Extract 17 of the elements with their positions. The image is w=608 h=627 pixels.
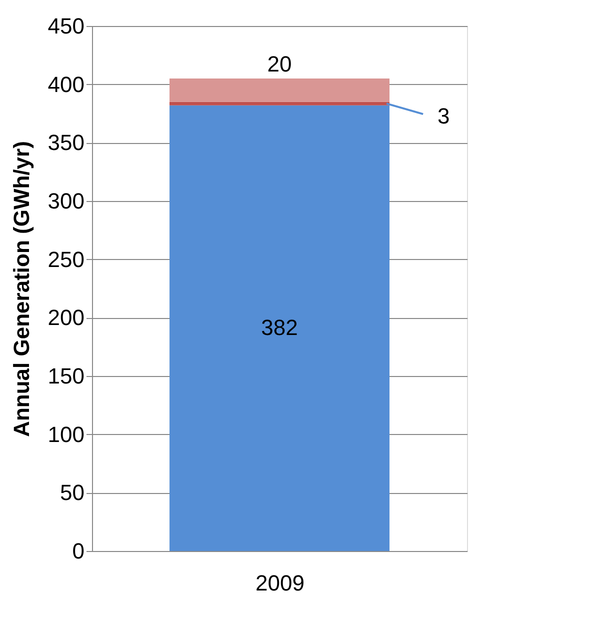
bar xyxy=(170,78,390,102)
y-tick-label: 300 xyxy=(48,188,84,214)
y-tick-label: 0 xyxy=(72,538,84,564)
data-label: 20 xyxy=(267,52,292,76)
y-tick-label: 50 xyxy=(60,480,84,506)
x-tick-label: 2009 xyxy=(256,570,304,596)
y-tick-label: 450 xyxy=(48,14,84,38)
data-label: 382 xyxy=(261,315,298,340)
y-tick-label: 100 xyxy=(48,422,84,447)
y-axis-title: Annual Generation (GWh/yr) xyxy=(8,141,34,437)
data-label: 3 xyxy=(438,104,450,129)
y-tick-label: 250 xyxy=(48,246,84,272)
y-tick-label: 350 xyxy=(48,130,84,156)
bar xyxy=(170,102,390,106)
y-tick-label: 400 xyxy=(48,72,84,97)
y-tick-label: 150 xyxy=(48,364,84,388)
y-tick-label: 200 xyxy=(48,305,84,330)
